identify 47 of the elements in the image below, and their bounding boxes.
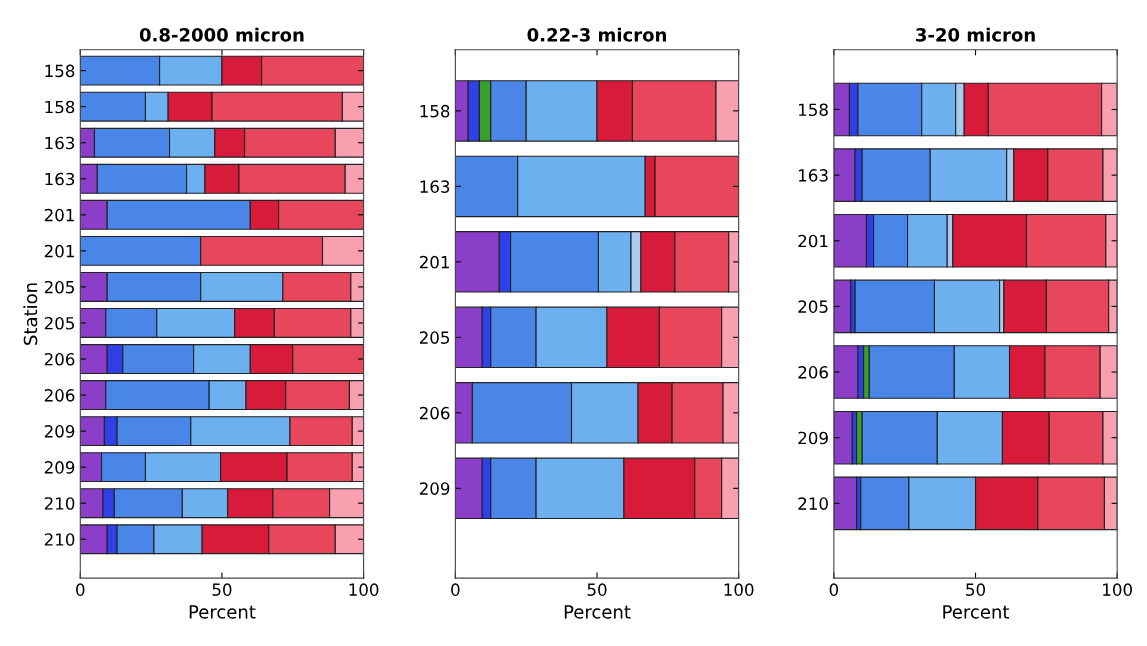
y-tick-label: 210 [44, 533, 75, 546]
y-tick-label: 206 [44, 352, 75, 366]
x-axis-title: Percent [189, 605, 256, 619]
y-tick-label: 201 [44, 244, 74, 258]
bar [833, 279, 852, 334]
x-axis-title: Percent [564, 605, 631, 619]
chart-title: 3-20 micron [916, 27, 1035, 42]
y-tick-label: 206 [44, 389, 75, 402]
x-tick-label: 0 [829, 583, 839, 596]
bar [833, 410, 853, 465]
y-tick-label: 158 [799, 103, 828, 117]
x-axis-title: Percent [943, 605, 1010, 619]
y-tick-label: 210 [798, 497, 828, 510]
y-tick-label: 205 [44, 316, 74, 330]
y-tick-label: 206 [798, 366, 828, 379]
y-tick-label: 209 [419, 482, 450, 495]
y-tick-label: 158 [45, 64, 75, 78]
x-tick-label: 50 [587, 583, 607, 596]
x-tick-label: 0 [76, 583, 85, 596]
y-tick-label: 210 [44, 497, 75, 510]
bar [833, 345, 859, 399]
y-tick-label: 201 [419, 255, 449, 269]
y-tick-label: 205 [44, 280, 74, 294]
y-tick-label: 201 [798, 234, 828, 248]
y-tick-label: 163 [45, 172, 75, 186]
y-tick-label: 205 [419, 331, 450, 344]
y-tick-label: 201 [44, 208, 74, 222]
y-tick-label: 205 [798, 300, 828, 313]
x-tick-label: 100 [349, 583, 379, 596]
x-tick-label: 50 [966, 583, 986, 596]
x-tick-label: 0 [451, 583, 460, 596]
y-tick-label: 206 [419, 406, 450, 420]
chart-title: 0.22-3 micron [527, 27, 666, 42]
y-tick-label: 163 [799, 169, 828, 182]
bar [833, 476, 858, 531]
chart-title: 0.8-2000 micron [139, 27, 304, 42]
y-tick-label: 209 [44, 461, 75, 474]
y-tick-label: 209 [798, 431, 828, 445]
x-tick-label: 100 [724, 583, 754, 596]
x-tick-label: 100 [1103, 583, 1132, 596]
y-tick-label: 163 [420, 180, 450, 193]
y-tick-label: 158 [420, 104, 450, 118]
y-tick-label: 209 [44, 425, 75, 438]
y-axis-title: Station [23, 283, 38, 345]
x-tick-label: 50 [212, 583, 232, 596]
y-tick-label: 158 [45, 100, 75, 114]
y-tick-label: 163 [45, 136, 75, 150]
